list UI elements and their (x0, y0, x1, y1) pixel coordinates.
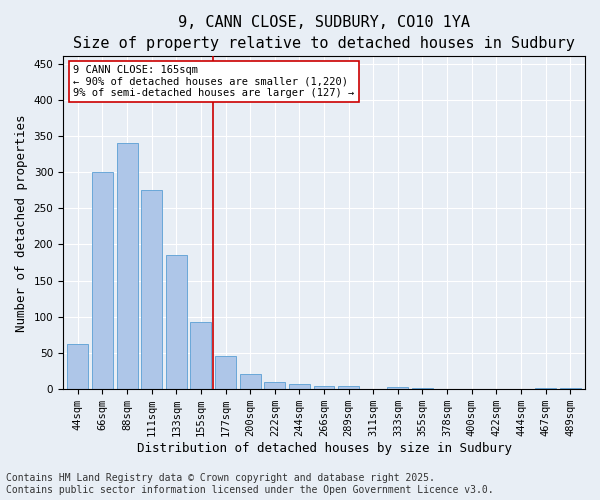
Bar (215, 356, 236, 389)
Y-axis label: Number of detached properties: Number of detached properties (15, 114, 28, 332)
Bar (265, 382, 285, 389)
Bar (388, 387, 409, 389)
Title: 9, CANN CLOSE, SUDBURY, CO10 1YA
Size of property relative to detached houses in: 9, CANN CLOSE, SUDBURY, CO10 1YA Size of… (73, 15, 575, 51)
Bar (141, 190, 162, 389)
Text: Contains HM Land Registry data © Crown copyright and database right 2025.
Contai: Contains HM Land Registry data © Crown c… (6, 474, 494, 495)
Bar (289, 384, 310, 389)
Bar (560, 388, 581, 389)
Bar (92, 172, 113, 389)
Bar (338, 386, 359, 389)
Bar (166, 256, 187, 389)
Bar (535, 388, 556, 389)
Bar (190, 322, 211, 389)
Text: 9 CANN CLOSE: 165sqm
← 90% of detached houses are smaller (1,220)
9% of semi-det: 9 CANN CLOSE: 165sqm ← 90% of detached h… (73, 65, 355, 98)
Bar (116, 143, 137, 389)
Bar (67, 344, 88, 389)
Bar (412, 388, 433, 389)
X-axis label: Distribution of detached houses by size in Sudbury: Distribution of detached houses by size … (137, 442, 512, 455)
Bar (314, 386, 334, 389)
Bar (239, 374, 260, 389)
